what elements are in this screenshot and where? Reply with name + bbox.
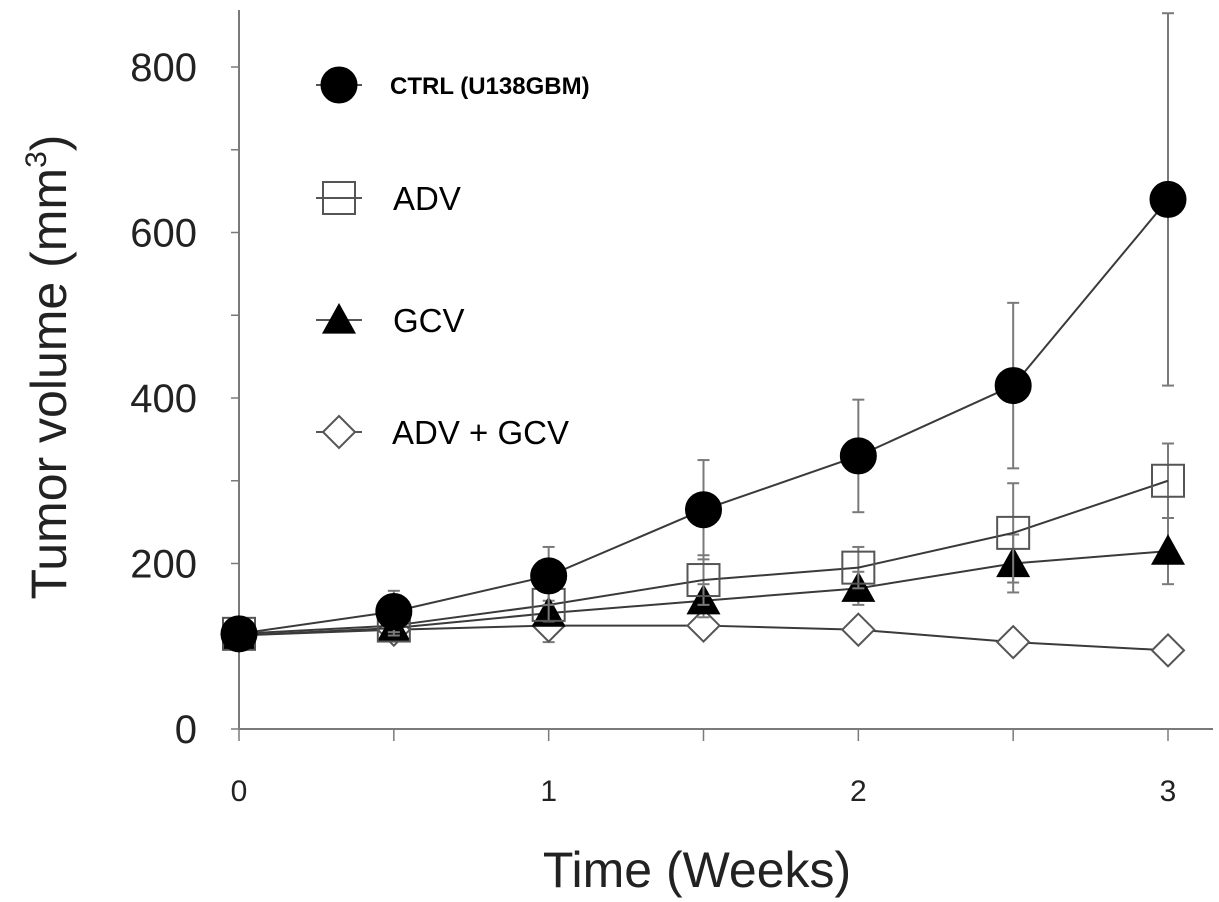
y-tick-label: 600 [130, 212, 197, 256]
legend-label: CTRL (U138GBM) [390, 73, 590, 100]
x-tick-label: 2 [850, 775, 867, 808]
data-point [686, 608, 721, 643]
legend-label: GCV [393, 302, 465, 339]
legend: CTRL (U138GBM) ADV GCV ADV + GCV [316, 66, 590, 451]
y-axis-label-main: Tumor volume (mm [21, 168, 77, 600]
data-point [839, 437, 877, 475]
data-point [220, 615, 258, 653]
legend-label: ADV + GCV [392, 414, 569, 451]
legend-marker [321, 414, 357, 450]
data-point [840, 612, 876, 648]
data-point [686, 563, 721, 598]
data-point [995, 624, 1031, 660]
data-point [375, 592, 413, 630]
data-point [1151, 534, 1185, 565]
y-axis-label-close: ) [21, 135, 77, 152]
y-tick-label: 0 [175, 708, 197, 752]
axes [238, 10, 1213, 730]
x-axis-label: Time (Weeks) [543, 842, 851, 898]
y-axis-label-superscript: 3 [20, 151, 53, 168]
x-tick-label: 0 [231, 775, 248, 808]
data-point [1151, 463, 1185, 498]
y-tick-label: 400 [130, 377, 197, 421]
data-point [996, 515, 1031, 550]
legend-item: CTRL (U138GBM) [316, 66, 590, 104]
legend-marker [320, 66, 358, 104]
legend-label: ADV [393, 180, 461, 217]
series-ctrl-u138gbm- [220, 12, 1187, 653]
legend-marker [322, 303, 356, 334]
x-tick-label: 3 [1160, 775, 1177, 808]
data-point [1150, 632, 1186, 668]
legend-marker [322, 181, 356, 215]
legend-item: GCV [316, 302, 465, 339]
y-tick-label: 800 [130, 46, 197, 90]
legend-item: ADV [316, 180, 461, 217]
y-axis-label: Tumor volume (mm3) [20, 135, 77, 600]
data-point [530, 557, 568, 595]
data-point [841, 550, 876, 585]
y-tick-label: 200 [130, 543, 197, 587]
series-group [220, 12, 1187, 668]
x-axis-ticks: 0 1 2 3 [231, 729, 1177, 808]
data-point [994, 367, 1032, 405]
data-point [1149, 180, 1187, 218]
data-point [685, 491, 722, 529]
x-tick-label: 1 [540, 775, 557, 808]
legend-item: ADV + GCV [316, 414, 569, 451]
y-axis-ticks: 0 200 400 600 800 [130, 46, 239, 752]
